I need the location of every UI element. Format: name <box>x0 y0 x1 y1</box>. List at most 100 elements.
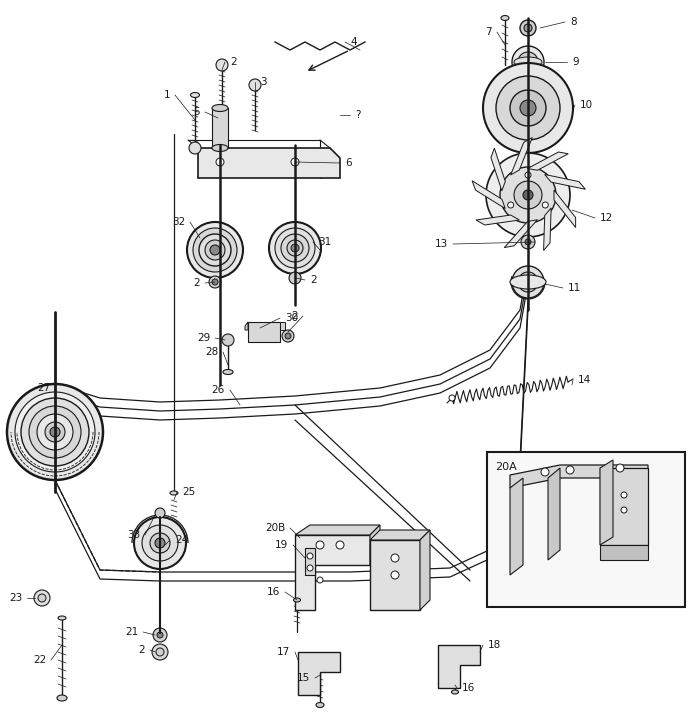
Circle shape <box>281 234 309 262</box>
Circle shape <box>285 333 291 339</box>
Circle shape <box>542 202 548 208</box>
Text: 30: 30 <box>285 313 298 323</box>
Circle shape <box>524 58 532 66</box>
Polygon shape <box>504 220 538 247</box>
Circle shape <box>510 90 546 126</box>
Circle shape <box>189 142 201 154</box>
Text: 22: 22 <box>33 655 46 665</box>
Polygon shape <box>510 478 523 575</box>
Ellipse shape <box>223 369 233 374</box>
Polygon shape <box>370 540 420 610</box>
Text: 1: 1 <box>163 90 170 100</box>
Circle shape <box>155 508 165 518</box>
Polygon shape <box>545 174 585 190</box>
Circle shape <box>216 59 228 71</box>
Text: 19: 19 <box>274 540 288 550</box>
Text: 14: 14 <box>578 375 592 385</box>
Ellipse shape <box>251 82 260 87</box>
Polygon shape <box>511 138 532 175</box>
Text: 16: 16 <box>267 587 280 597</box>
Circle shape <box>500 167 556 223</box>
Circle shape <box>157 632 163 638</box>
Text: 2: 2 <box>230 57 237 67</box>
Ellipse shape <box>190 92 199 97</box>
Circle shape <box>518 52 538 72</box>
Text: 2: 2 <box>310 275 316 285</box>
Ellipse shape <box>170 491 178 495</box>
Circle shape <box>449 395 455 401</box>
Ellipse shape <box>501 15 509 20</box>
Polygon shape <box>305 548 315 575</box>
Polygon shape <box>491 149 505 191</box>
Text: 7: 7 <box>485 27 492 37</box>
Text: 18: 18 <box>488 640 501 650</box>
Text: 17: 17 <box>276 647 290 657</box>
Circle shape <box>316 541 324 549</box>
Circle shape <box>621 492 627 498</box>
Text: 25: 25 <box>182 487 195 497</box>
Circle shape <box>512 266 544 298</box>
Circle shape <box>524 24 532 32</box>
Circle shape <box>37 414 73 450</box>
Circle shape <box>525 239 531 245</box>
Circle shape <box>210 245 220 255</box>
Polygon shape <box>248 322 280 342</box>
Circle shape <box>291 158 299 166</box>
Circle shape <box>508 202 514 208</box>
Text: 20A: 20A <box>495 462 517 472</box>
Text: 20B: 20B <box>265 523 285 533</box>
Polygon shape <box>295 525 380 535</box>
Circle shape <box>307 565 313 571</box>
Circle shape <box>616 464 624 472</box>
Circle shape <box>142 525 178 561</box>
Circle shape <box>391 554 399 562</box>
Circle shape <box>153 628 167 642</box>
Circle shape <box>514 181 542 209</box>
Text: 16: 16 <box>462 683 475 693</box>
Circle shape <box>155 538 165 548</box>
Circle shape <box>187 222 243 278</box>
Circle shape <box>156 648 164 656</box>
Circle shape <box>520 100 536 116</box>
Polygon shape <box>510 465 648 488</box>
Circle shape <box>216 158 224 166</box>
Polygon shape <box>245 322 248 330</box>
Circle shape <box>496 76 560 140</box>
Polygon shape <box>472 181 505 208</box>
Polygon shape <box>198 148 340 178</box>
Circle shape <box>521 235 535 249</box>
Circle shape <box>15 392 95 472</box>
Circle shape <box>512 46 544 78</box>
Text: 3: 3 <box>260 77 267 87</box>
Text: 31: 31 <box>318 237 331 247</box>
Text: 11: 11 <box>568 283 581 293</box>
Circle shape <box>209 276 221 288</box>
Circle shape <box>34 590 50 606</box>
Text: 15: 15 <box>297 673 310 683</box>
Circle shape <box>222 334 234 346</box>
Text: 2: 2 <box>193 278 200 288</box>
Text: 28: 28 <box>204 347 218 357</box>
Text: 9: 9 <box>572 57 579 67</box>
Polygon shape <box>600 460 613 545</box>
Text: 2: 2 <box>291 311 298 321</box>
Polygon shape <box>298 652 340 695</box>
Text: 10: 10 <box>580 100 593 110</box>
Circle shape <box>150 533 170 553</box>
Polygon shape <box>280 322 285 330</box>
Polygon shape <box>544 208 551 250</box>
Polygon shape <box>600 468 648 545</box>
Text: ?: ? <box>355 110 360 120</box>
Ellipse shape <box>58 616 66 620</box>
Circle shape <box>152 644 168 660</box>
Circle shape <box>199 234 231 266</box>
Ellipse shape <box>293 598 300 602</box>
Text: 5: 5 <box>193 107 200 117</box>
Circle shape <box>134 517 186 569</box>
Text: 8: 8 <box>570 17 577 27</box>
Ellipse shape <box>57 695 67 701</box>
Polygon shape <box>295 535 370 610</box>
Circle shape <box>275 228 315 268</box>
Circle shape <box>212 279 218 285</box>
Circle shape <box>289 272 301 284</box>
